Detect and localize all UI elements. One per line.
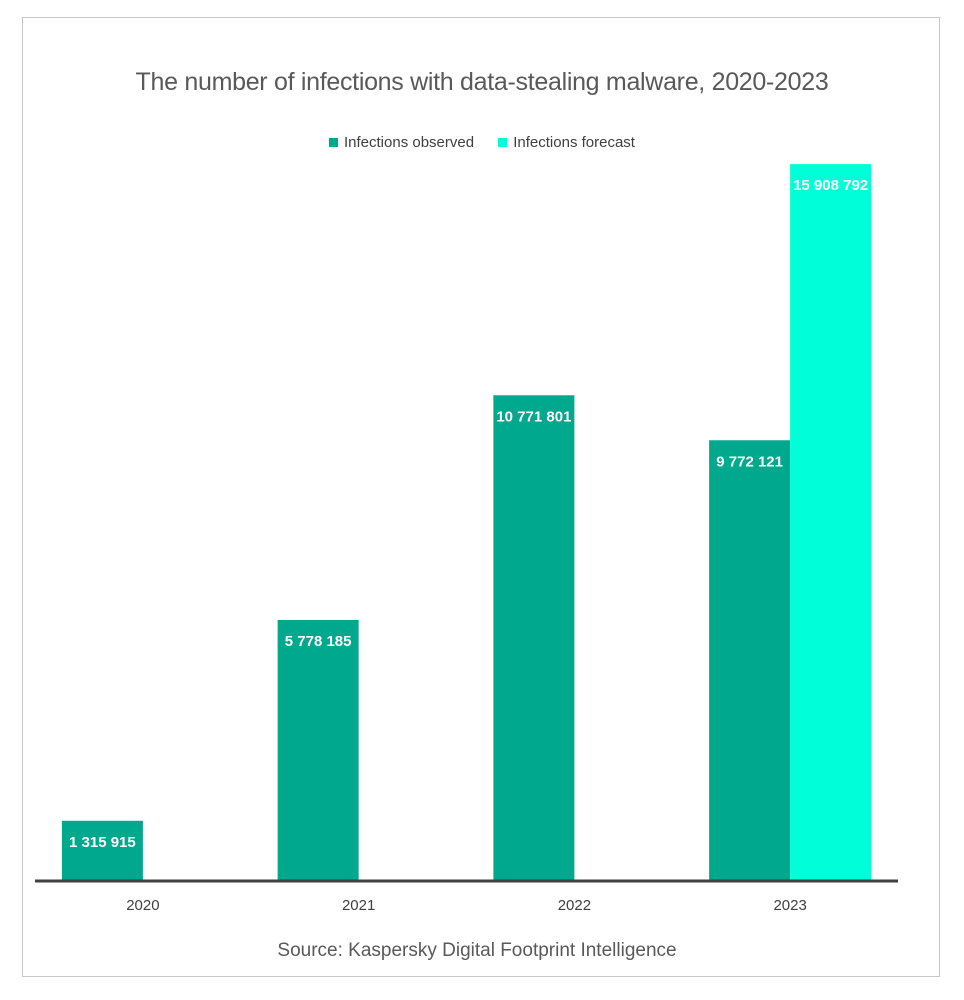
x-tick-label-2021: 2021 <box>342 897 375 914</box>
legend-item-observed: Infections observed <box>329 134 474 151</box>
x-tick-label-2023: 2023 <box>773 897 806 914</box>
x-tick-label-2022: 2022 <box>558 897 591 914</box>
legend-label-forecast: Infections forecast <box>513 134 635 151</box>
data-label-2021-0: 5 778 185 <box>285 633 352 650</box>
chart-title: The number of infections with data-steal… <box>135 68 829 96</box>
bar-2023-1 <box>790 164 872 880</box>
bar-2023-0 <box>709 440 791 880</box>
data-label-2023-1: 15 908 792 <box>793 177 868 194</box>
data-label-2020-0: 1 315 915 <box>69 834 136 851</box>
x-tick-label-2020: 2020 <box>126 897 159 914</box>
data-label-2023-0: 9 772 121 <box>716 453 783 470</box>
legend-label-observed: Infections observed <box>344 134 475 151</box>
legend: Infections observed Infections forecast <box>0 134 964 151</box>
chart-frame <box>22 17 940 977</box>
legend-item-forecast: Infections forecast <box>498 134 635 151</box>
bar-2021-0 <box>277 619 359 880</box>
source-note: Source: Kaspersky Digital Footprint Inte… <box>277 940 677 961</box>
legend-swatch-forecast <box>498 138 508 147</box>
bar-2022-0 <box>493 395 575 880</box>
bar-2020-0 <box>61 820 143 880</box>
data-label-2022-0: 10 771 801 <box>496 408 571 425</box>
legend-swatch-observed <box>329 138 338 147</box>
